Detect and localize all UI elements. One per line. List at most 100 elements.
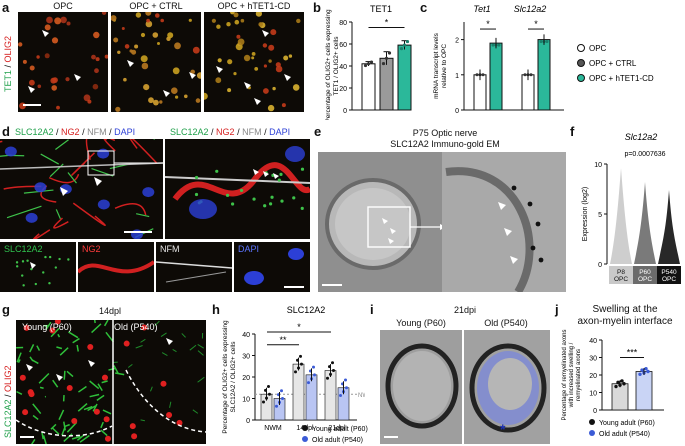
olig2-cell xyxy=(160,380,167,387)
y-axis-label-line: mRNA transcript levels xyxy=(433,32,440,98)
d-ng2: NG2 xyxy=(61,127,80,137)
slc12a2-signal xyxy=(48,255,52,259)
group-label: Tet1 xyxy=(473,4,490,14)
cell-spot xyxy=(296,18,301,24)
arrowhead-icon xyxy=(166,338,173,345)
cell-spot xyxy=(226,22,231,27)
ng2-process xyxy=(72,202,106,226)
micrograph-a-opc xyxy=(18,12,108,112)
olig2-cell xyxy=(19,374,26,381)
slc12a2-signal xyxy=(48,282,51,285)
slc12a2-signal xyxy=(136,213,150,218)
y-axis-label-line: TET1 / OLIG2+ cells xyxy=(333,36,340,96)
olig2-cell xyxy=(71,417,78,424)
cell-spot xyxy=(56,105,60,110)
slc12a2-signal xyxy=(127,363,133,368)
arrowhead-icon xyxy=(498,202,506,210)
slc12a2-signal xyxy=(72,337,80,344)
arrowhead-icon xyxy=(189,72,196,79)
slc12a2-signal xyxy=(225,193,230,197)
cell-spot xyxy=(141,62,149,70)
swelling-marker: * xyxy=(500,421,506,437)
ng2-process xyxy=(32,229,51,239)
category-label: P540 OPC xyxy=(661,269,677,283)
cell-spot xyxy=(46,16,53,24)
panel-i-title: 21dpi xyxy=(453,305,477,315)
y-axis-label-line: Percentage of OLIG2+ cells expressing xyxy=(325,9,332,120)
data-point xyxy=(262,400,265,404)
slc12a2-signal xyxy=(239,188,244,193)
cell-spot xyxy=(171,87,178,94)
slc12a2-signal xyxy=(300,206,304,210)
slc12a2-signal xyxy=(58,409,65,420)
cell-spot xyxy=(111,15,117,22)
slc12a2-signal xyxy=(93,320,96,324)
slc12a2-signal xyxy=(67,258,70,261)
category-label: P60 OPC xyxy=(638,269,652,283)
panel-letter-f: f xyxy=(570,124,575,139)
d-sub-dapi: DAPI xyxy=(238,244,260,254)
y-tick-label: 60 xyxy=(339,42,347,49)
panel-d-header: SLC12A2 / NG2 / NFM / DAPI xyxy=(15,127,135,137)
dapi-nucleus xyxy=(288,248,304,260)
arrowhead-icon xyxy=(504,228,512,236)
slc12a2-signal xyxy=(40,153,60,165)
d2-dapi: DAPI xyxy=(269,127,291,137)
slc12a2-signal xyxy=(91,323,102,334)
dapi-nucleus xyxy=(189,199,217,219)
legend-marker xyxy=(577,44,585,52)
olig2-cell xyxy=(101,374,108,381)
arrowhead-icon xyxy=(263,171,269,177)
data-point xyxy=(363,63,368,68)
slc12a2-signal xyxy=(56,346,63,350)
cell-spot xyxy=(263,64,267,68)
gold-particle xyxy=(538,257,544,263)
panel-g-title: 14dpl xyxy=(98,306,122,316)
slc12a2-signal xyxy=(61,426,66,436)
chart-b-title: TET1 xyxy=(370,4,392,14)
cell-spot xyxy=(184,94,188,99)
data-point xyxy=(275,404,278,408)
slc12a2-signal xyxy=(55,209,61,220)
category-label-line: P60 xyxy=(639,269,651,276)
slc12a2-signal xyxy=(63,433,73,442)
cell-spot xyxy=(22,59,27,64)
slc12a2-signal xyxy=(181,333,186,338)
olig2-cell xyxy=(166,412,173,419)
cell-spot xyxy=(44,53,50,59)
slc12a2-signal xyxy=(252,197,256,201)
y-tick-label: 40 xyxy=(242,332,250,339)
panel-letter-d: d xyxy=(2,124,10,139)
x-tick-label: 21dpl xyxy=(328,425,346,432)
g-cond-young: Young (P60) xyxy=(22,322,72,332)
olig2-cell xyxy=(104,435,111,442)
legend-label: Young adult (P60) xyxy=(312,426,368,433)
slc12a2-signal xyxy=(21,274,24,277)
y-tick-label: 30 xyxy=(589,356,597,363)
legend-marker xyxy=(302,436,308,442)
g-sep: / xyxy=(3,391,13,400)
cell-spot xyxy=(227,88,232,93)
em-image-i-young xyxy=(380,330,462,444)
tet1-label: TET1 xyxy=(3,69,13,92)
legend-marker xyxy=(302,425,308,431)
slc12a2-signal xyxy=(78,385,87,393)
y-tick-label: 0 xyxy=(246,418,250,425)
panel-letter-g: g xyxy=(2,302,10,317)
slc12a2-signal xyxy=(97,383,103,392)
dapi-nucleus xyxy=(97,148,110,159)
slc12a2-signal xyxy=(280,199,284,203)
x-tick-label: NWM xyxy=(264,425,282,432)
slc12a2-signal xyxy=(300,167,305,171)
d-sep1: / xyxy=(53,127,62,137)
panel-a-header-tet1: OPC + hTET1-CD xyxy=(217,1,291,11)
cell-spot xyxy=(29,65,35,71)
arrowhead-icon xyxy=(127,60,134,67)
data-point xyxy=(332,369,335,373)
slc12a2-signal xyxy=(63,370,66,380)
olig2-cell xyxy=(93,408,100,415)
slc12a2-signal xyxy=(194,175,199,180)
panel-e-title-1: P75 Optic nerve xyxy=(412,128,478,138)
data-point xyxy=(268,392,271,396)
data-point xyxy=(339,393,342,397)
